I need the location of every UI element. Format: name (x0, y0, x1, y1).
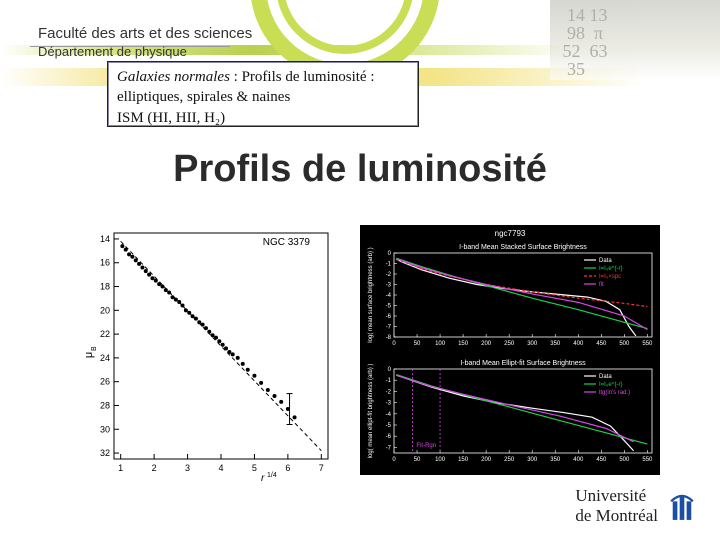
svg-text:350: 350 (550, 341, 561, 347)
faculty-label: Faculté des arts et des sciences (38, 25, 252, 42)
svg-text:24: 24 (100, 353, 110, 363)
inset-line1-italic: Galaxies normales (117, 69, 230, 85)
svg-text:100: 100 (435, 341, 446, 347)
page-title: Profils de luminosité (0, 148, 720, 191)
svg-text:500: 500 (619, 341, 630, 347)
logo-line2: de Montréal (575, 506, 658, 525)
chart-left-object-label: NGC 3379 (263, 237, 310, 248)
svg-text:20: 20 (100, 305, 110, 315)
svg-text:-6: -6 (386, 314, 392, 320)
svg-text:200: 200 (481, 457, 492, 463)
svg-text:Data: Data (599, 258, 612, 264)
svg-text:16: 16 (100, 258, 110, 268)
svg-text:32: 32 (100, 448, 110, 458)
svg-text:300: 300 (527, 341, 538, 347)
svg-text:200: 200 (481, 341, 492, 347)
svg-text:550: 550 (642, 457, 653, 463)
svg-text:550: 550 (642, 341, 653, 347)
svg-text:6: 6 (285, 463, 290, 473)
svg-text:I=I₀e^{-r}: I=I₀e^{-r} (599, 266, 622, 272)
svg-text:150: 150 (458, 341, 469, 347)
svg-text:-3: -3 (386, 401, 392, 407)
svg-text:400: 400 (573, 457, 584, 463)
svg-text:-2: -2 (386, 389, 392, 395)
svg-text:3: 3 (185, 463, 190, 473)
inset-line1: Galaxies normales : Profils de luminosit… (117, 67, 409, 87)
inset-line2: elliptiques, spirales & naines (117, 87, 409, 107)
svg-text:250: 250 (504, 457, 515, 463)
svg-text:log( mean surface brightness (: log( mean surface brightness (arb) ) (368, 247, 374, 342)
svg-text:300: 300 (527, 457, 538, 463)
svg-text:Data: Data (599, 374, 612, 380)
svg-text:ngc7793: ngc7793 (495, 229, 526, 238)
svg-text:I-band Mean Ellipt-fit Surface: I-band Mean Ellipt-fit Surface Brightnes… (460, 360, 586, 367)
chart-left-svg: 14 16 18 20 22 24 26 28 30 32 1 2 3 4 5 6 7 μBr1/4 (80, 225, 338, 485)
svg-text:ltg(in's rad.): ltg(in's rad.) (599, 390, 630, 396)
svg-text:450: 450 (596, 341, 607, 347)
svg-text:Fit-Rgn: Fit-Rgn (416, 443, 436, 449)
logo-icon (666, 489, 698, 523)
svg-text:18: 18 (100, 282, 110, 292)
header-text: Faculté des arts et des sciences Départe… (38, 25, 252, 59)
svg-text:150: 150 (458, 457, 469, 463)
svg-text:I=I₀e^{-r}: I=I₀e^{-r} (599, 382, 622, 388)
svg-text:-2: -2 (386, 272, 392, 278)
svg-text:1/4: 1/4 (267, 472, 277, 479)
svg-text:50: 50 (414, 341, 421, 347)
svg-text:250: 250 (504, 341, 515, 347)
svg-text:50: 50 (414, 457, 421, 463)
svg-text:-7: -7 (386, 325, 392, 331)
svg-text:30: 30 (100, 424, 110, 434)
svg-text:400: 400 (573, 341, 584, 347)
svg-text:-5: -5 (386, 304, 392, 310)
svg-text:28: 28 (100, 400, 110, 410)
logo-text: Université de Montréal (575, 486, 658, 526)
svg-text:-1: -1 (386, 378, 392, 384)
inset-line1-rest: : Profils de luminosité : (230, 69, 375, 85)
svg-text:-4: -4 (386, 412, 392, 418)
svg-text:-4: -4 (386, 293, 392, 299)
department-label: Département de physique (38, 44, 252, 59)
svg-text:14: 14 (100, 234, 110, 244)
university-logo: Université de Montréal (575, 486, 698, 526)
svg-text:-5: -5 (386, 423, 392, 429)
svg-text:1: 1 (118, 463, 123, 473)
svg-text:I-band Mean Stacked Surface Br: I-band Mean Stacked Surface Brightness (459, 244, 587, 251)
svg-text:-6: -6 (386, 434, 392, 440)
svg-text:26: 26 (100, 377, 110, 387)
svg-text:4: 4 (218, 463, 223, 473)
chart-right: ngc7793 I-band Mean Stacked Surface Brigh… (360, 225, 660, 475)
inset-line3: ISM (HI, HII, H₂) (117, 108, 409, 128)
svg-text:-8: -8 (386, 335, 392, 341)
svg-text:450: 450 (596, 457, 607, 463)
svg-text:-3: -3 (386, 283, 392, 289)
svg-text:100: 100 (435, 457, 446, 463)
topic-inset: Galaxies normales : Profils de luminosit… (108, 62, 418, 126)
svg-text:350: 350 (550, 457, 561, 463)
svg-text:μ: μ (83, 352, 95, 358)
chart-right-svg: ngc7793 I-band Mean Stacked Surface Brigh… (360, 225, 660, 475)
svg-text:fit: fit (599, 282, 604, 288)
svg-text:22: 22 (100, 329, 110, 339)
svg-text:2: 2 (152, 463, 157, 473)
svg-text:r: r (261, 473, 265, 484)
chart-left: 14 16 18 20 22 24 26 28 30 32 1 2 3 4 5 6 7 μBr1/4 NGC 33… (80, 225, 338, 485)
logo-line1: Université (575, 486, 646, 505)
svg-text:I=I₀×spc: I=I₀×spc (599, 274, 621, 280)
svg-text:log( mean ellipt-fit brightnes: log( mean ellipt-fit brightness (arb) ) (368, 364, 374, 459)
svg-text:500: 500 (619, 457, 630, 463)
svg-text:-1: -1 (386, 262, 392, 268)
svg-text:7: 7 (319, 463, 324, 473)
svg-text:5: 5 (252, 463, 257, 473)
svg-text:-7: -7 (386, 445, 392, 451)
svg-text:B: B (91, 346, 98, 351)
header-number-fade: 14 13 98 π 52 63 35 (550, 0, 720, 80)
